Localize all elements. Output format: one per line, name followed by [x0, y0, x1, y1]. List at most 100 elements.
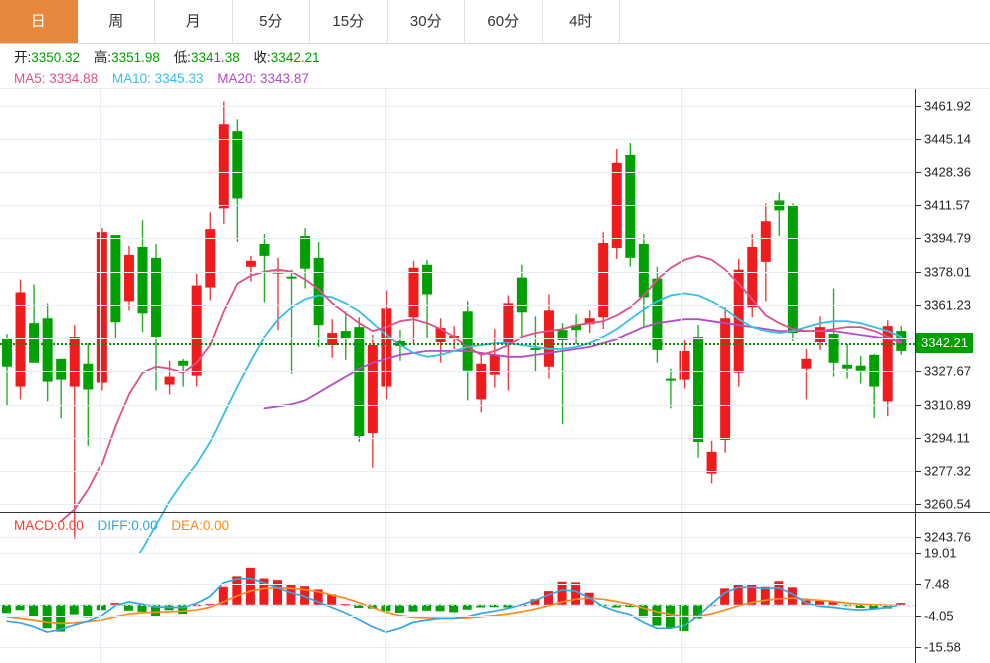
macd-gridline [0, 552, 915, 554]
price-axis-label: 3327.67 [924, 363, 971, 379]
ma-row: MA5: 3334.88 MA10: 3345.33 MA20: 3343.87 [14, 68, 990, 89]
tab-3[interactable]: 5分 [232, 0, 310, 43]
price-axis-label: 3411.57 [924, 197, 971, 213]
macd-axis-label: 7.48 [924, 576, 950, 592]
macd-info-header: MACD:0.00 DIFF:0.00 DEA:0.00 [14, 518, 229, 533]
price-axis-label: 3310.89 [924, 397, 971, 413]
price-axis-label: 3394.79 [924, 230, 971, 246]
macd-chart-panel[interactable]: 19.01 7.48 -4.05 -15.58 [0, 512, 990, 663]
tab-1[interactable]: 周 [77, 0, 155, 43]
macd-axis-label: 19.01 [924, 545, 957, 561]
price-gridline [0, 371, 915, 373]
price-vgridline [681, 89, 682, 555]
tab-2[interactable]: 月 [155, 0, 233, 43]
price-vgridline [100, 89, 101, 555]
price-gridline [0, 471, 915, 473]
dea-label: DEA: [171, 518, 203, 533]
macd-axis-tick [915, 552, 921, 554]
macd-axis-label: -4.05 [924, 608, 954, 624]
price-axis-tick [915, 138, 921, 140]
price-axis-label: 3260.54 [924, 496, 971, 512]
price-axis-tick [915, 471, 921, 473]
macd-axis-tick [915, 647, 921, 649]
ma10-label: MA10: [111, 71, 151, 86]
open-value: 3350.32 [31, 50, 81, 65]
macd-vgridline [100, 513, 101, 663]
tab-0[interactable]: 日 [0, 0, 78, 43]
price-vgridline [385, 89, 386, 555]
price-axis-tick [915, 172, 921, 174]
tab-6[interactable]: 60分 [465, 0, 543, 43]
price-gridline [0, 138, 915, 140]
price-axis-tick [915, 205, 921, 207]
ma20-label: MA20: [217, 71, 257, 86]
price-axis-label: 3378.01 [924, 264, 971, 280]
ma20-value: 3343.87 [260, 71, 309, 86]
close-label: 收: [253, 50, 271, 65]
macd-value: 0.00 [57, 518, 84, 533]
price-axis-label: 3361.23 [924, 297, 971, 313]
price-gridline [0, 304, 915, 306]
price-axis-tick [915, 504, 921, 506]
low-label: 低: [173, 50, 191, 65]
price-axis-tick [915, 537, 921, 539]
price-gridline [0, 271, 915, 273]
candlestick-series [2, 101, 907, 554]
price-axis-tick [915, 238, 921, 240]
macd-gridline [0, 615, 915, 617]
macd-axis-tick [915, 615, 921, 617]
price-gridline [0, 338, 915, 340]
price-chart-panel[interactable]: 3461.92 3445.14 3428.36 3411.57 3394.79 3378.… [0, 44, 990, 555]
price-axis-label: 3294.11 [924, 430, 971, 446]
ma5-label: MA5: [14, 71, 46, 86]
macd-plot-area[interactable] [0, 537, 915, 663]
price-axis-tick [915, 404, 921, 406]
close-value: 3342.21 [270, 50, 320, 65]
macd-zero-line [0, 604, 915, 606]
price-gridline [0, 205, 915, 207]
current-price-badge: 3342.21 [916, 332, 973, 353]
tab-5[interactable]: 30分 [387, 0, 465, 43]
macd-vgridline [385, 513, 386, 663]
price-axis-label: 3428.36 [924, 164, 971, 180]
tab-4[interactable]: 15分 [310, 0, 388, 43]
ma5-value: 3334.88 [49, 71, 99, 86]
price-gridline [0, 172, 915, 174]
current-price-line [0, 342, 915, 345]
low-value: 3341.38 [190, 50, 240, 65]
price-gridline [0, 238, 915, 240]
price-gridline [0, 504, 915, 506]
price-axis-line [915, 89, 916, 555]
price-plot-area[interactable] [0, 89, 915, 554]
diff-label: DIFF: [97, 518, 132, 533]
price-gridline [0, 404, 915, 406]
ohlc-row: 开:3350.32 高:3351.98 低:3341.38 收:3342.21 [14, 47, 990, 68]
open-label: 开: [14, 50, 32, 65]
price-axis-tick [915, 271, 921, 273]
price-axis-label: 3243.76 [924, 529, 971, 545]
price-axis-tick [915, 371, 921, 373]
price-axis-tick [915, 437, 921, 439]
tab-bar-filler [620, 0, 990, 43]
price-axis-label: 3445.14 [924, 131, 971, 147]
price-axis-tick [915, 105, 921, 107]
high-value: 3351.98 [111, 50, 160, 65]
quote-info-header: 开:3350.32 高:3351.98 低:3341.38 收:3342.21 … [0, 44, 990, 89]
price-gridline [0, 105, 915, 107]
macd-gridline [0, 584, 915, 586]
macd-axis-line [915, 513, 916, 663]
macd-axis-tick [915, 584, 921, 586]
ma10-value: 3345.33 [154, 71, 204, 86]
tab-7[interactable]: 4时 [542, 0, 620, 43]
diff-value: 0.00 [131, 518, 158, 533]
macd-gridline [0, 647, 915, 649]
macd-vgridline [681, 513, 682, 663]
price-axis-label: 3461.92 [924, 98, 971, 114]
period-tab-bar: 日周月 5分 15分 30分 60分 4时 [0, 0, 990, 44]
price-axis-tick [915, 304, 921, 306]
price-axis-label: 3277.32 [924, 463, 971, 479]
price-gridline [0, 537, 915, 539]
macd-label: MACD: [14, 518, 58, 533]
high-label: 高: [93, 50, 112, 65]
